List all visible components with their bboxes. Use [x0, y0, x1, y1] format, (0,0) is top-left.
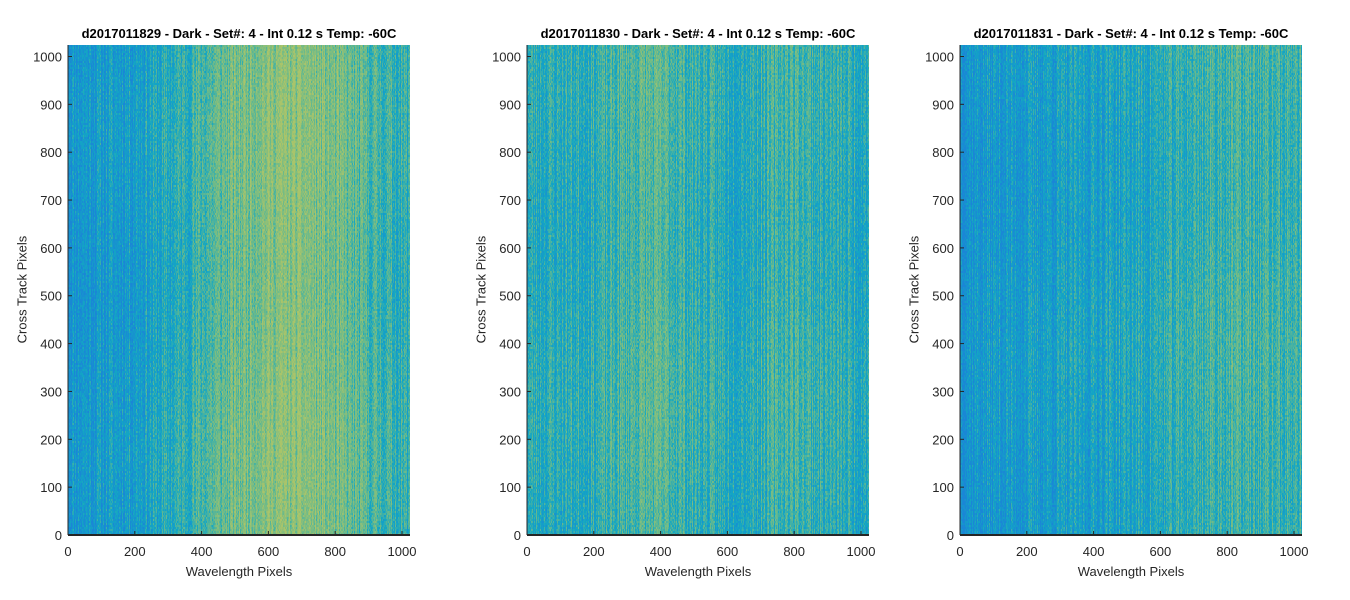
heatmap-image [527, 45, 869, 535]
y-tick-label: 900 [40, 97, 62, 112]
x-tick-label: 200 [124, 544, 146, 559]
y-tick-label: 0 [55, 528, 62, 543]
y-tick-label: 200 [932, 432, 954, 447]
y-tick-label: 100 [932, 480, 954, 495]
x-tick-label: 600 [1150, 544, 1172, 559]
chart-title: d2017011830 - Dark - Set#: 4 - Int 0.12 … [540, 26, 856, 41]
x-tick-label: 0 [956, 544, 963, 559]
y-tick-label: 900 [932, 97, 954, 112]
y-tick-label: 800 [40, 145, 62, 160]
x-tick-label: 800 [324, 544, 346, 559]
y-tick-label: 1000 [492, 49, 521, 64]
y-tick-label: 1000 [925, 49, 954, 64]
chart-title: d2017011831 - Dark - Set#: 4 - Int 0.12 … [973, 26, 1289, 41]
y-tick-label: 600 [499, 241, 521, 256]
y-tick-label: 800 [932, 145, 954, 160]
y-tick-label: 500 [932, 289, 954, 304]
x-axis-label: Wavelength Pixels [644, 564, 752, 579]
y-tick-label: 1000 [33, 49, 62, 64]
y-tick-label: 200 [40, 432, 62, 447]
x-tick-label: 1000 [847, 544, 876, 559]
x-tick-label: 400 [191, 544, 213, 559]
y-tick-label: 700 [40, 193, 62, 208]
x-tick-label: 800 [783, 544, 805, 559]
y-tick-label: 800 [499, 145, 521, 160]
y-tick-label: 0 [514, 528, 521, 543]
y-tick-label: 300 [499, 384, 521, 399]
y-axis-label: Cross Track Pixels [906, 235, 922, 344]
y-tick-label: 100 [40, 480, 62, 495]
x-tick-label: 600 [717, 544, 739, 559]
y-tick-label: 100 [499, 480, 521, 495]
x-tick-label: 0 [64, 544, 71, 559]
y-tick-label: 400 [40, 337, 62, 352]
x-tick-label: 1000 [1280, 544, 1309, 559]
x-tick-label: 200 [1016, 544, 1038, 559]
x-axis-label: Wavelength Pixels [185, 564, 293, 579]
x-tick-label: 400 [1083, 544, 1105, 559]
x-tick-label: 0 [523, 544, 530, 559]
chart-title: d2017011829 - Dark - Set#: 4 - Int 0.12 … [81, 26, 397, 41]
y-tick-label: 300 [932, 384, 954, 399]
x-tick-label: 800 [1216, 544, 1238, 559]
x-tick-label: 600 [258, 544, 280, 559]
x-tick-label: 1000 [388, 544, 417, 559]
x-tick-label: 200 [583, 544, 605, 559]
y-tick-label: 700 [932, 193, 954, 208]
y-tick-label: 200 [499, 432, 521, 447]
y-tick-label: 300 [40, 384, 62, 399]
y-tick-label: 400 [499, 337, 521, 352]
y-tick-label: 700 [499, 193, 521, 208]
y-tick-label: 400 [932, 337, 954, 352]
x-tick-label: 400 [650, 544, 672, 559]
heatmap-image [68, 45, 410, 535]
heatmap-image [960, 45, 1302, 535]
x-axis-label: Wavelength Pixels [1077, 564, 1185, 579]
y-tick-label: 500 [499, 289, 521, 304]
y-tick-label: 0 [947, 528, 954, 543]
y-tick-label: 500 [40, 289, 62, 304]
y-tick-label: 900 [499, 97, 521, 112]
y-tick-label: 600 [40, 241, 62, 256]
y-tick-label: 600 [932, 241, 954, 256]
